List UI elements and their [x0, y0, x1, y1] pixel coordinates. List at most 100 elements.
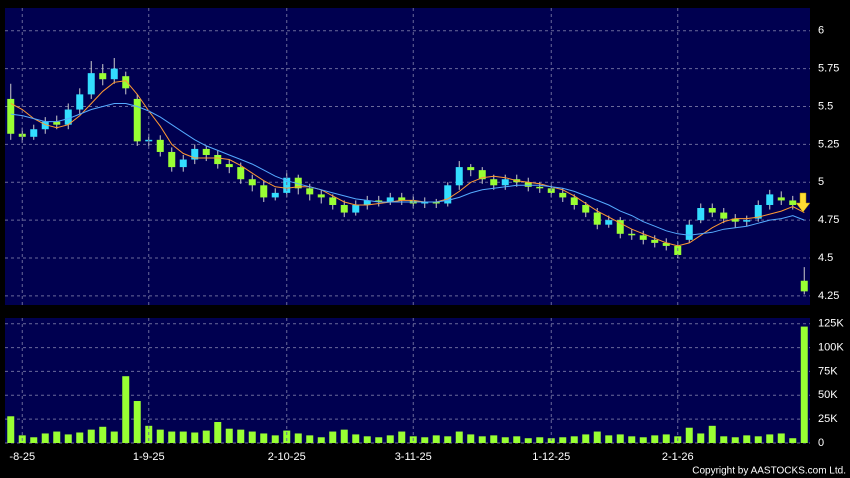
volume-bar — [398, 431, 406, 443]
volume-bar — [766, 434, 774, 443]
candle-body — [64, 109, 72, 125]
volume-bar — [179, 431, 187, 443]
volume-bar — [777, 433, 785, 443]
candle-body — [628, 233, 636, 236]
candle-body — [110, 68, 118, 80]
y-tick-label: 50K — [818, 389, 838, 401]
candle-body — [237, 167, 245, 180]
volume-bar — [743, 435, 751, 443]
y-tick-label: 100K — [818, 341, 844, 353]
candle-body — [30, 129, 38, 137]
volume-bar — [329, 431, 337, 443]
candle-body — [7, 98, 15, 134]
y-tick-label: 125K — [818, 318, 844, 330]
candle-body — [363, 200, 371, 205]
x-tick-label: -8-25 — [9, 451, 35, 463]
candle-body — [789, 200, 797, 205]
candle-body — [536, 186, 544, 189]
candle-body — [432, 201, 440, 204]
candle-body — [225, 164, 233, 168]
candle-body — [616, 220, 624, 234]
volume-bar — [605, 435, 613, 443]
volume-bar — [708, 425, 716, 443]
x-tick-label: 3-11-25 — [395, 451, 432, 463]
volume-bar — [87, 429, 95, 443]
candle-body — [524, 182, 532, 187]
price-panel — [5, 8, 810, 305]
candle-body — [340, 204, 348, 213]
volume-bar — [720, 436, 728, 443]
volume-bar — [467, 434, 475, 443]
volume-bar — [789, 438, 797, 443]
volume-bar — [593, 431, 601, 443]
volume-bar — [478, 436, 486, 443]
candle-body — [490, 179, 498, 186]
candle-body — [754, 204, 762, 219]
candle-body — [133, 98, 141, 142]
volume-bar — [363, 436, 371, 443]
volume-bar — [225, 428, 233, 443]
candle-body — [283, 177, 291, 193]
y-tick-label: 5 — [818, 176, 824, 188]
candle-body — [582, 204, 590, 213]
candle-body — [179, 159, 187, 168]
volume-bar — [260, 433, 268, 443]
volume-bar — [340, 429, 348, 443]
candle-body — [214, 154, 222, 165]
candle-body — [156, 139, 164, 152]
volume-bar — [444, 436, 452, 443]
candle-body — [421, 201, 429, 204]
y-tick-label: 5.75 — [818, 63, 839, 75]
arrow-icon — [795, 192, 811, 213]
moving-average-line — [10, 80, 805, 247]
candle-body — [800, 280, 808, 292]
volume-bar — [685, 427, 693, 443]
volume-bar — [501, 437, 509, 443]
volume-bar — [570, 436, 578, 443]
candle-body — [294, 177, 302, 189]
candle-body — [76, 94, 84, 110]
volume-bar — [386, 435, 394, 443]
volume-bar — [156, 429, 164, 443]
candle-body — [122, 76, 130, 89]
candle-body — [570, 197, 578, 205]
candle-body — [260, 185, 268, 198]
volume-bar — [248, 431, 256, 443]
volume-bar — [731, 437, 739, 443]
candle-body — [444, 185, 452, 204]
y-tick-label: 4.25 — [818, 290, 839, 302]
y-tick-label: 0 — [818, 437, 824, 449]
volume-bar — [168, 431, 176, 443]
volume-bar — [294, 433, 302, 443]
volume-bar — [283, 430, 291, 443]
volume-bar — [306, 435, 314, 443]
copyright: Copyright by AASTOCKS.com Ltd. — [692, 466, 846, 477]
volume-bar — [651, 435, 659, 443]
volume-bar — [375, 437, 383, 443]
candle-body — [99, 73, 107, 80]
candle-body — [501, 179, 509, 186]
y-tick-label: 5.25 — [818, 138, 839, 150]
candle-body — [53, 121, 61, 125]
x-tick-label: 2-1-26 — [662, 451, 694, 463]
volume-bar — [582, 434, 590, 443]
y-tick-label: 25K — [818, 413, 838, 425]
candle-body — [41, 121, 49, 130]
volume-bar — [191, 432, 199, 443]
volume-bar — [524, 438, 532, 443]
candle-body — [685, 224, 693, 240]
candle-body — [766, 194, 774, 205]
candle-body — [191, 148, 199, 160]
volume-bar — [317, 437, 325, 443]
moving-average-line — [10, 103, 805, 236]
volume-bar — [559, 437, 567, 443]
volume-bar — [352, 434, 360, 443]
volume-bar — [30, 437, 38, 443]
candle-body — [593, 212, 601, 225]
volume-bar — [800, 326, 808, 443]
volume-bar — [64, 434, 72, 443]
volume-bar — [76, 432, 84, 443]
volume-bar — [53, 431, 61, 443]
